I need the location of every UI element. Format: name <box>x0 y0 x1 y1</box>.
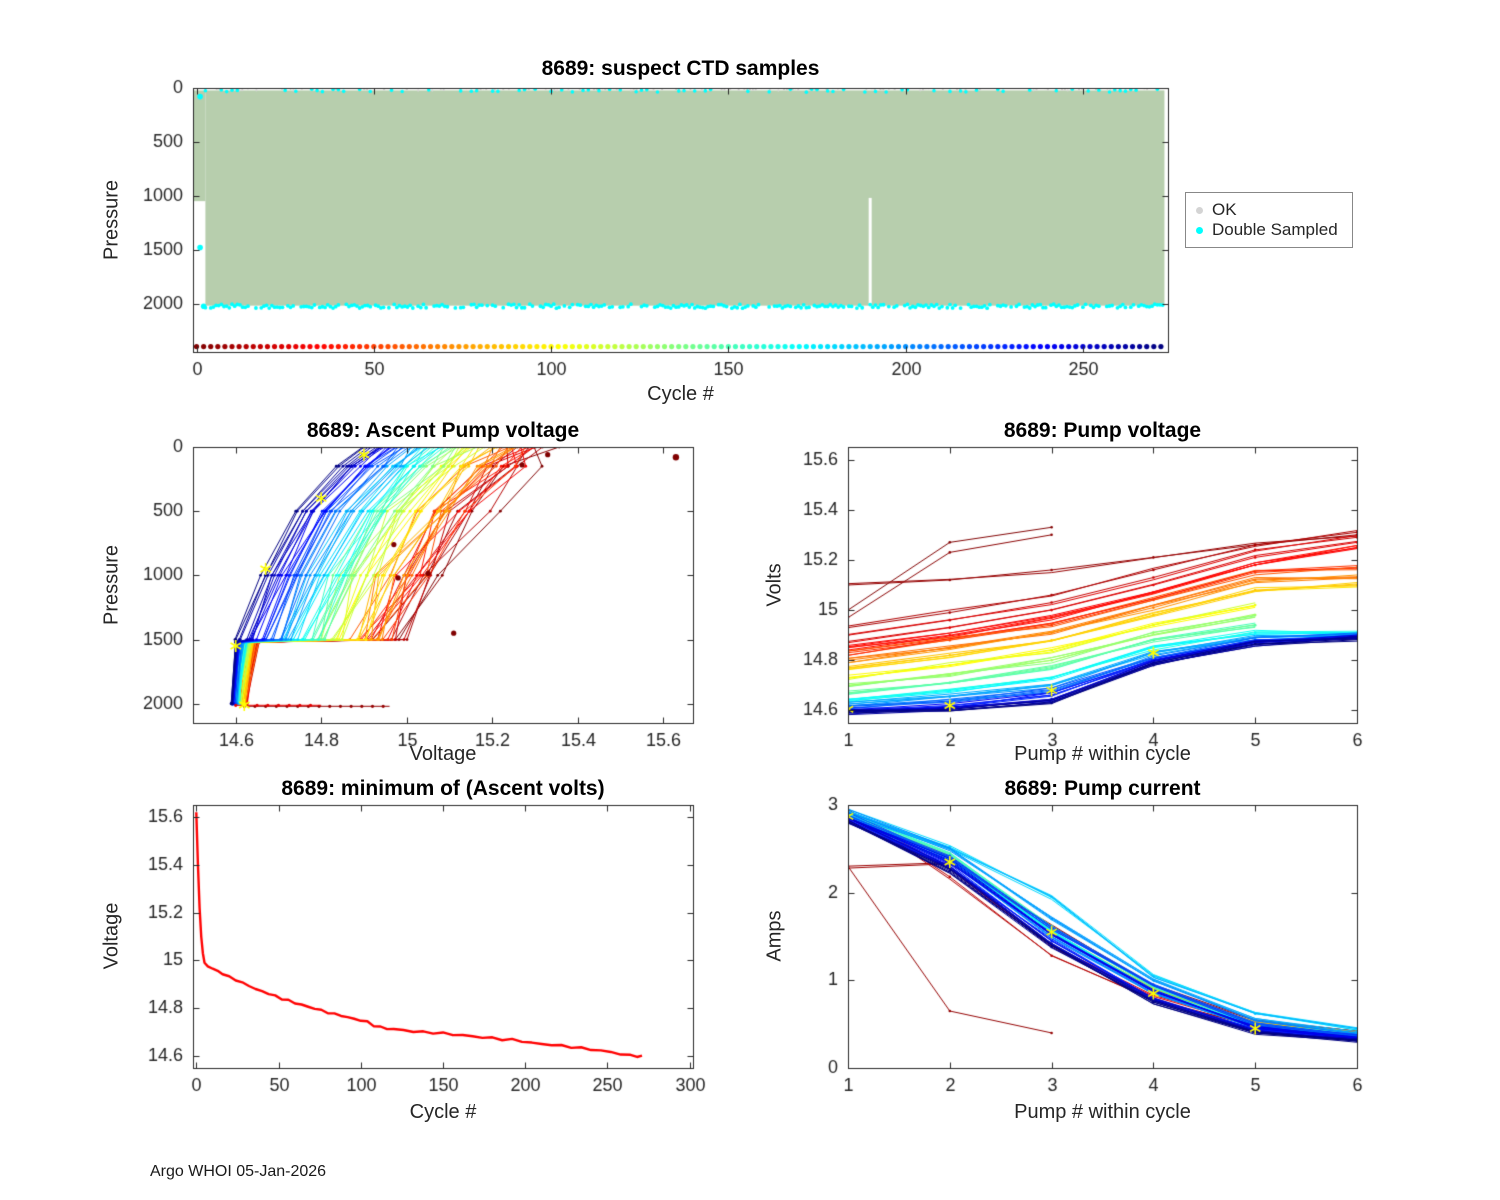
legend-item-ok: OK <box>1196 200 1342 220</box>
pump-voltage-ylabel: Volts <box>763 563 786 607</box>
pump-current-ylabel: Amps <box>763 910 786 962</box>
pump-voltage-plot-title: 8689: Pump voltage <box>1003 419 1202 442</box>
pump-current-plot-title: 8689: Pump current <box>1004 777 1201 800</box>
ctd-xlabel: Cycle # <box>647 383 714 405</box>
ascent-voltage-plot-title: 8689: Ascent Pump voltage <box>306 419 580 442</box>
ctd-plot-title: 8689: suspect CTD samples <box>541 57 820 80</box>
ok-marker-dot <box>1196 206 1203 214</box>
min-volts-plot-title: 8689: minimum of (Ascent volts) <box>281 777 605 800</box>
legend-box: OK Double Sampled <box>1185 192 1353 248</box>
pump-voltage-xlabel: Pump # within cycle <box>1014 743 1191 765</box>
ctd-ylabel: Pressure <box>100 179 123 261</box>
min-volts-xlabel: Cycle # <box>409 1101 477 1123</box>
double-sampled-marker-dot <box>1196 226 1203 234</box>
legend-label-ok: OK <box>1212 200 1237 219</box>
footer-text: Argo WHOI 05-Jan-2026 <box>150 1163 327 1180</box>
ascent-voltage-ylabel: Pressure <box>100 544 123 626</box>
pump-current-xlabel: Pump # within cycle <box>1014 1101 1191 1123</box>
ascent-voltage-xlabel: Voltage <box>409 743 477 765</box>
legend-item-double-sampled: Double Sampled <box>1196 220 1342 240</box>
min-volts-ylabel: Voltage <box>100 902 123 970</box>
legend-label-double-sampled: Double Sampled <box>1212 220 1338 239</box>
